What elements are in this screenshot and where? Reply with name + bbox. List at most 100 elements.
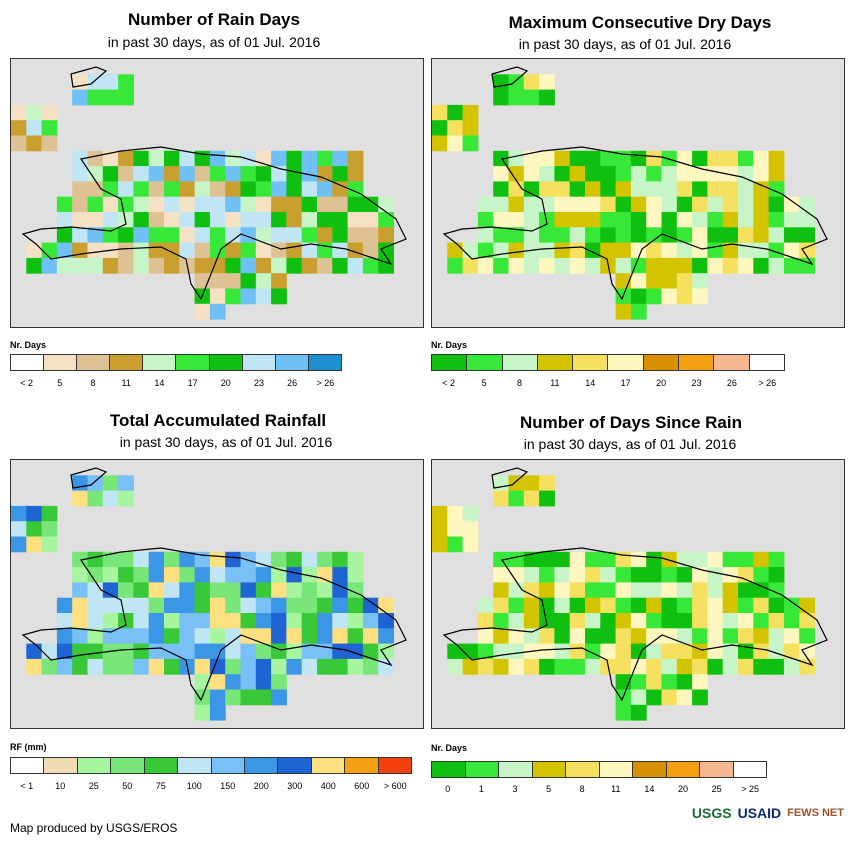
- grid-cell: [332, 212, 349, 228]
- grid-cell: [164, 628, 180, 645]
- legend-labels: < 2 5 8 11 14 17 20 23 26 > 26: [431, 378, 785, 390]
- grid-cell: [72, 74, 88, 91]
- grid-cell: [118, 196, 134, 213]
- grid-cell: [432, 521, 448, 537]
- grid-cell: [508, 242, 525, 259]
- grid-cell: [554, 551, 571, 568]
- grid-cell: [87, 490, 104, 507]
- grid-cell: [722, 166, 739, 182]
- grid-cell: [133, 597, 150, 614]
- grid-cell: [753, 597, 770, 614]
- grid-cell: [148, 597, 165, 614]
- grid-cell: [118, 551, 134, 568]
- grid-cell: [722, 582, 739, 599]
- grid-cell: [102, 166, 119, 182]
- grid-cell: [378, 597, 394, 614]
- grid-cell: [362, 212, 379, 228]
- grid-cell: [523, 212, 540, 228]
- grid-cell: [738, 597, 754, 614]
- grid-cell: [753, 643, 770, 660]
- grid-cell: [447, 104, 464, 121]
- grid-cell: [347, 257, 364, 274]
- grid-cell: [362, 227, 379, 244]
- grid-cell: [432, 135, 448, 152]
- grid-cell: [148, 658, 165, 675]
- grid-cell: [271, 227, 287, 244]
- grid-cell: [432, 536, 448, 553]
- legend-label: 14: [644, 784, 655, 794]
- grid-cell: [26, 505, 43, 522]
- grid-cell: [194, 303, 211, 320]
- grid-cell: [362, 658, 379, 675]
- legend-swatch: [679, 355, 715, 370]
- grid-cell: [676, 674, 693, 690]
- grid-cell: [523, 227, 540, 244]
- grid-cell: [286, 166, 303, 182]
- grid-cell: [692, 567, 708, 583]
- grid-cell: [692, 613, 708, 629]
- grid-cell: [133, 227, 150, 244]
- grid-cell: [722, 658, 739, 675]
- map-raster: [432, 66, 828, 320]
- grid-cell: [676, 658, 693, 675]
- grid-cell: [209, 658, 226, 675]
- legend-label: 8: [90, 378, 96, 388]
- grid-cell: [646, 658, 662, 675]
- grid-cell: [317, 196, 333, 213]
- grid-cell: [133, 613, 150, 629]
- grid-cell: [301, 242, 318, 259]
- grid-cell: [255, 288, 272, 305]
- grid-cell: [179, 613, 196, 629]
- grid-cell: [271, 658, 287, 675]
- legend-swatch: [733, 762, 766, 777]
- grid-cell: [317, 628, 333, 645]
- grid-cell: [646, 613, 662, 629]
- grid-cell: [87, 212, 104, 228]
- grid-cell: [508, 628, 525, 645]
- grid-cell: [164, 227, 180, 244]
- grid-cell: [539, 257, 555, 274]
- legend-swatch: [599, 762, 633, 777]
- grid-cell: [600, 597, 617, 614]
- grid-cell: [225, 582, 241, 599]
- grid-cell: [209, 196, 226, 213]
- grid-cell: [332, 582, 349, 599]
- grid-cell: [508, 551, 525, 568]
- grid-cell: [317, 166, 333, 182]
- legend-swatch: [176, 355, 210, 370]
- grid-cell: [753, 658, 770, 675]
- legend-title: Nr. Days: [431, 340, 468, 350]
- grid-cell: [87, 196, 104, 213]
- grid-cell: [462, 505, 479, 522]
- legend-label: 23: [691, 378, 702, 388]
- grid-cell: [462, 643, 479, 660]
- grid-cell: [477, 227, 494, 244]
- grid-cell: [286, 567, 303, 583]
- legend-swatch: [242, 355, 276, 370]
- panel-subtitle: in past 30 days, as of 01 Jul. 2016: [518, 36, 732, 52]
- grid-cell: [661, 227, 678, 244]
- grid-cell: [56, 196, 73, 213]
- grid-cell: [630, 597, 647, 614]
- grid-cell: [11, 505, 27, 522]
- grid-cell: [753, 227, 770, 244]
- legend-label: 1: [478, 784, 484, 794]
- grid-cell: [630, 643, 647, 660]
- grid-cell: [768, 212, 785, 228]
- legend-label: 11: [611, 784, 621, 794]
- grid-cell: [615, 613, 632, 629]
- grid-cell: [271, 150, 287, 167]
- grid-cell: [783, 196, 800, 213]
- grid-cell: [56, 257, 73, 274]
- grid-cell: [676, 257, 693, 274]
- grid-cell: [118, 567, 134, 583]
- grid-cell: [539, 567, 555, 583]
- grid-cell: [209, 613, 226, 629]
- grid-cell: [209, 242, 226, 259]
- grid-cell: [41, 135, 58, 152]
- grid-cell: [102, 74, 119, 91]
- grid-cell: [585, 658, 601, 675]
- grid-cell: [225, 551, 241, 568]
- grid-cell: [286, 643, 303, 660]
- grid-cell: [493, 212, 509, 228]
